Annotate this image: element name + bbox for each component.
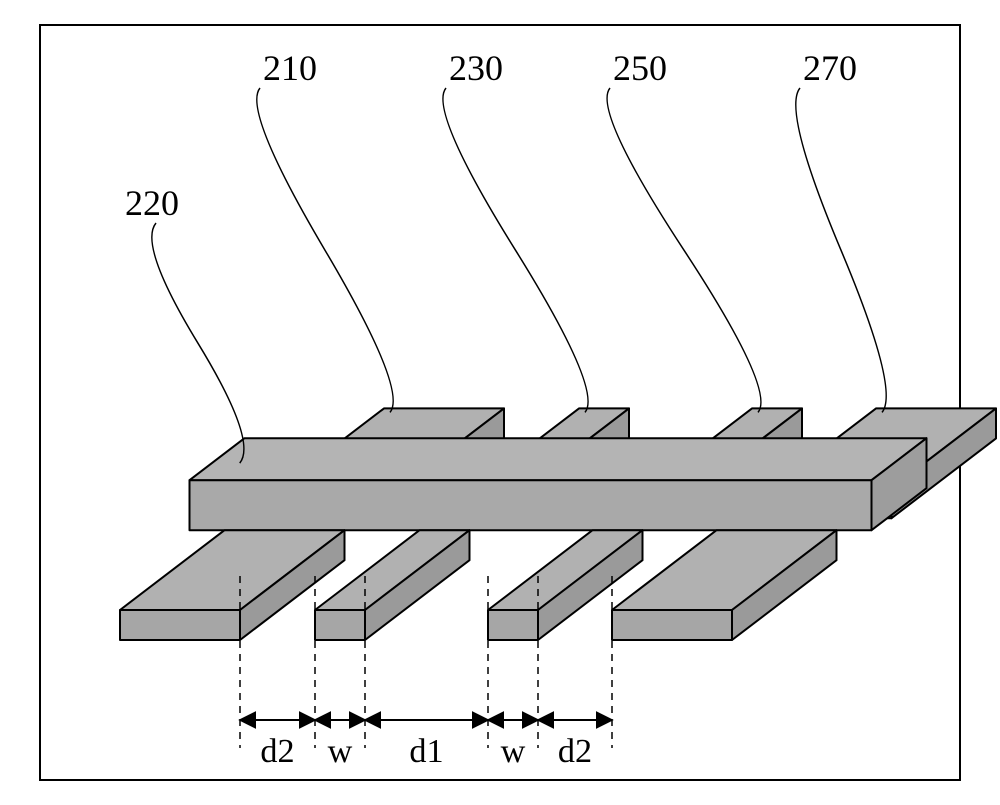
fin-230-label: 230 bbox=[449, 48, 503, 88]
fin-210-front bbox=[120, 610, 240, 640]
dim-label-d2: d2 bbox=[260, 733, 294, 770]
fin-230-leader bbox=[443, 88, 588, 412]
fin-210-leader bbox=[257, 88, 393, 412]
dim-label-w: w bbox=[501, 733, 526, 770]
gate-label: 220 bbox=[125, 183, 179, 223]
diagram-frame bbox=[40, 25, 960, 780]
dim-label-d2: d2 bbox=[558, 733, 592, 770]
fin-250-front bbox=[488, 610, 538, 640]
fin-210-label: 210 bbox=[263, 48, 317, 88]
fin-270-front bbox=[612, 610, 732, 640]
fin-270-label: 270 bbox=[803, 48, 857, 88]
fin-250-leader bbox=[607, 88, 761, 412]
gate-leader bbox=[152, 223, 244, 463]
gate-top bbox=[190, 438, 927, 480]
dim-label-w: w bbox=[328, 733, 353, 770]
fin-270-leader bbox=[796, 88, 886, 412]
fin-230-front bbox=[315, 610, 365, 640]
fin-250-label: 250 bbox=[613, 48, 667, 88]
dim-label-d1: d1 bbox=[409, 733, 443, 770]
gate-front bbox=[190, 480, 872, 530]
